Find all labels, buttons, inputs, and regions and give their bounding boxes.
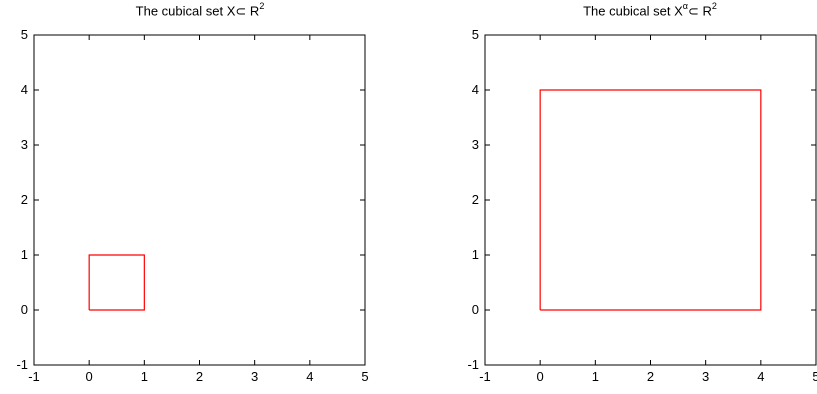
y-tick-label-right: -1: [467, 357, 479, 372]
x-tick-label-left: 5: [361, 369, 368, 384]
y-tick-label-left: 5: [21, 27, 28, 42]
title-text-left: The cubical set X: [135, 3, 236, 19]
title-space-left: R: [249, 3, 260, 19]
x-tick-label-left: 2: [196, 369, 203, 384]
x-tick-label-right: 2: [647, 369, 654, 384]
x-tick-label-left: 4: [306, 369, 313, 384]
title-sup-right: α: [682, 1, 688, 11]
y-tick-label-left: 2: [21, 192, 28, 207]
y-tick-label-right: 3: [472, 137, 479, 152]
y-tick-label-right: 4: [472, 82, 479, 97]
x-tick-label-left: 0: [86, 369, 93, 384]
x-tick-label-left: -1: [28, 369, 40, 384]
title-text-right: The cubical set X: [583, 3, 683, 19]
x-tick-label-right: 0: [537, 369, 544, 384]
x-tick-label-right: 1: [592, 369, 599, 384]
x-tick-label-right: 3: [702, 369, 709, 384]
series-square-left: [88, 254, 145, 311]
title-exp-right: 2: [711, 1, 717, 11]
y-tick-label-right: 1: [472, 247, 479, 262]
y-tick-label-left: 1: [21, 247, 28, 262]
axes-frame-right: [484, 34, 817, 366]
x-tick-label-left: 3: [251, 369, 258, 384]
y-tick-label-right: 2: [472, 192, 479, 207]
series-square-right: [539, 89, 762, 311]
y-tick-label-left: 3: [21, 137, 28, 152]
title-symbol-left: ⊂: [235, 3, 247, 19]
title-exp-left: 2: [259, 1, 265, 11]
chart-title-left: The cubical set X⊂ R2: [135, 1, 265, 19]
chart-left: The cubical set X⊂ R2 -1 0 1 2 3 4 5 -1 0 1 2 3 4 5: [0, 0, 400, 394]
x-tick-label-left: 1: [141, 369, 148, 384]
y-tick-label-left: 0: [21, 302, 28, 317]
x-tick-label-right: 4: [757, 369, 764, 384]
x-tick-label-right: 5: [812, 369, 817, 384]
y-tick-label-right: 5: [472, 27, 479, 42]
plot-left: -1 0 1 2 3 4 5 -1 0 1 2 3 4 5: [16, 27, 368, 384]
chart-title-right: The cubical set Xα⊂ R2: [583, 1, 717, 19]
x-tick-label-right: -1: [479, 369, 491, 384]
title-space-right: R: [702, 3, 712, 19]
plot-right: -1 0 1 2 3 4 5 -1 0 1 2 3 4 5: [467, 27, 817, 384]
title-symbol-right: ⊂: [687, 3, 699, 19]
y-tick-label-left: -1: [16, 357, 28, 372]
y-tick-label-left: 4: [21, 82, 28, 97]
y-tick-label-right: 0: [472, 302, 479, 317]
axes-frame-left: [33, 34, 366, 366]
chart-right: The cubical set Xα⊂ R2 -1 0 1 2 3 4 5 -1 0 1 2 3 4 5: [415, 0, 817, 394]
